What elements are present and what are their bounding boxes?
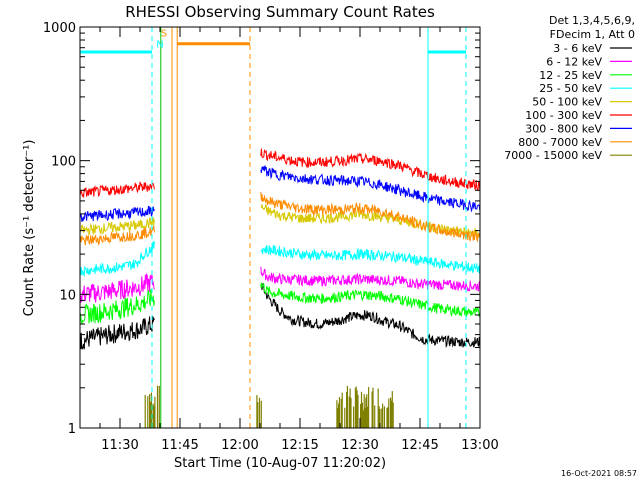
series-5-segment-1 [260, 148, 481, 192]
legend-label: 7000 - 15000 keV [504, 149, 602, 162]
series-0-segment-0 [79, 316, 155, 350]
series-5-segment-0 [79, 181, 155, 198]
series-3-segment-1 [260, 244, 481, 274]
series-6-segment-1 [260, 165, 481, 213]
legend-label: 50 - 100 keV [532, 96, 602, 109]
plot-border [79, 26, 481, 429]
series-2-segment-0 [79, 289, 155, 324]
x-tick-label: 12:45 [401, 438, 438, 453]
chart-title: RHESSI Observing Summary Count Rates [125, 3, 435, 21]
x-tick-label: 12:15 [281, 438, 318, 453]
x-axis-ticks: 11:30 11:45 12:00 12:15 12:30 12:45 13:00 [79, 27, 499, 453]
series-6-segment-0 [79, 205, 155, 222]
y-axis-ticks: 1 10 100 1000 [43, 21, 480, 437]
series-4-segment-0 [79, 216, 155, 237]
legend-label: 100 - 300 keV [525, 109, 602, 122]
legend-label: 800 - 7000 keV [518, 136, 602, 149]
plot-frame [79, 26, 481, 429]
x-tick-label: 13:00 [461, 438, 498, 453]
annotation-s: S [161, 28, 167, 39]
burst-7000-15000-0 [144, 385, 160, 428]
series-0-segment-1 [260, 283, 481, 348]
legend-label: 3 - 6 keV [553, 42, 602, 55]
legend-label: 25 - 50 keV [539, 82, 602, 95]
legend-header-line-1: Det 1,3,4,5,6,9, [549, 14, 635, 27]
x-axis-label: Start Time (10-Aug-07 11:20:02) [174, 456, 386, 471]
generation-timestamp: 16-Oct-2021 08:57 [561, 469, 637, 478]
legend-label: 300 - 800 keV [525, 122, 602, 135]
series-7-segment-1 [260, 191, 481, 243]
y-tick-label: 10 [59, 288, 76, 303]
annotation-n: N [156, 40, 163, 51]
series-2-segment-1 [260, 282, 481, 318]
legend-label: 6 - 12 keV [546, 55, 602, 68]
y-axis-label: Count Rate (s⁻¹ detector⁻¹) [22, 140, 37, 317]
series-1-segment-1 [260, 266, 481, 292]
plot-area: SN [79, 27, 481, 428]
x-tick-label: 12:00 [221, 438, 258, 453]
burst-7000-15000-1 [256, 395, 262, 428]
series-7-segment-0 [79, 225, 155, 246]
y-tick-label: 100 [51, 155, 76, 170]
x-tick-label: 11:30 [101, 438, 138, 453]
y-tick-label: 1000 [43, 21, 76, 36]
x-tick-label: 12:30 [341, 438, 378, 453]
burst-7000-15000-2 [336, 385, 394, 428]
y-tick-label: 1 [68, 422, 76, 437]
series-1-segment-0 [79, 272, 155, 303]
legend-header-line-2: FDecim 1, Att 0 [550, 28, 635, 41]
legend-label: 12 - 25 keV [539, 69, 602, 82]
series-3-segment-0 [79, 241, 155, 278]
x-tick-label: 11:45 [161, 438, 198, 453]
